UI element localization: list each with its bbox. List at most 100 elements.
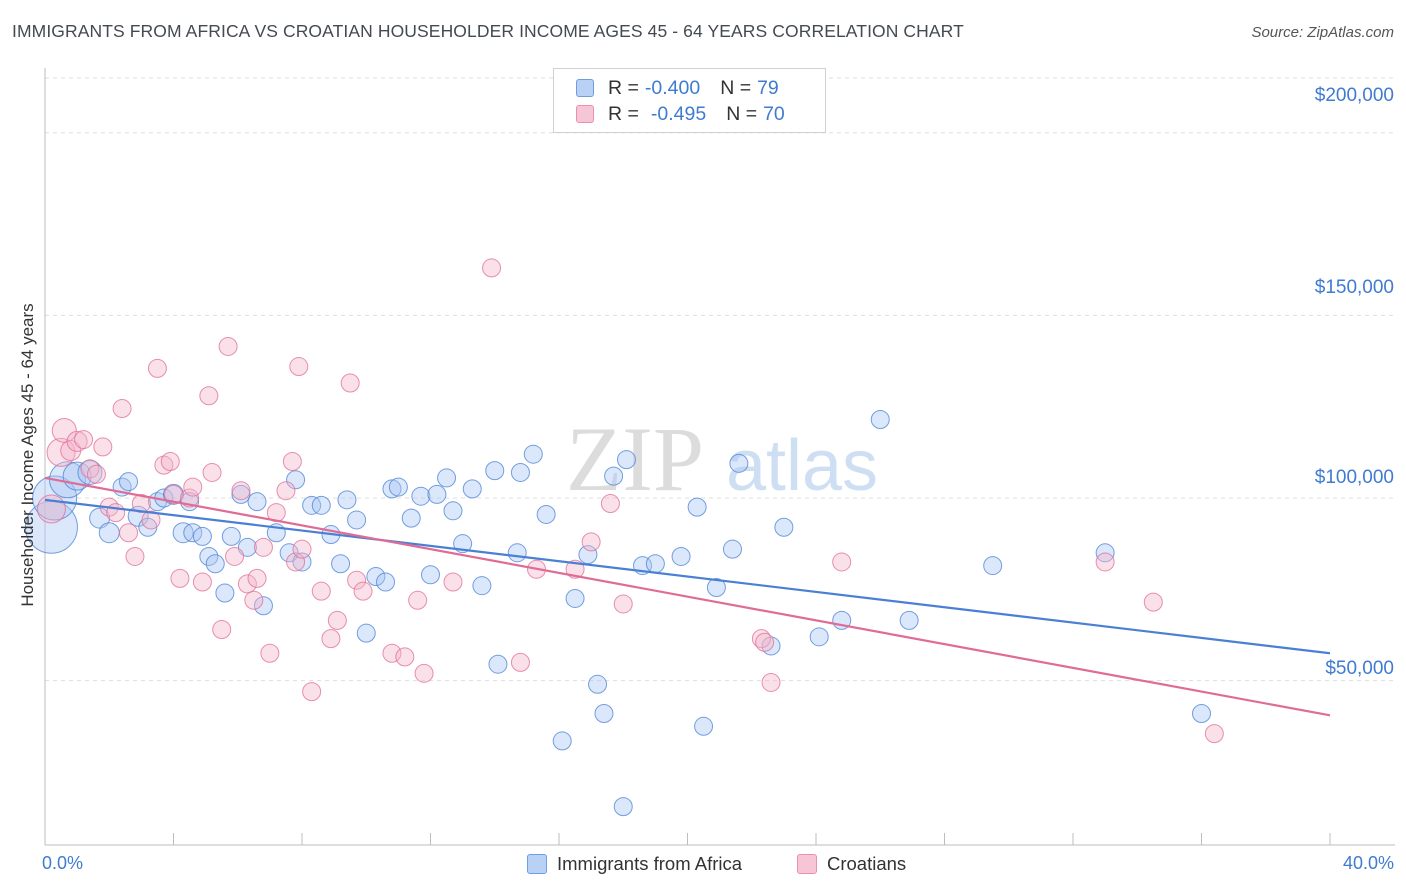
- data-point: [401, 508, 421, 528]
- data-point: [376, 572, 396, 592]
- data-point: [112, 399, 132, 419]
- data-point: [170, 568, 190, 588]
- legend-item-croatians[interactable]: Croatians: [797, 852, 906, 876]
- data-point: [212, 620, 232, 640]
- data-point: [616, 450, 636, 470]
- data-point: [594, 704, 614, 724]
- data-point: [154, 455, 174, 475]
- data-point: [510, 462, 530, 482]
- data-point: [337, 490, 357, 510]
- axes: [44, 68, 1395, 846]
- data-point: [832, 552, 852, 572]
- croatians-swatch-icon: [576, 105, 594, 123]
- y-tick-label: $200,000: [1314, 85, 1394, 106]
- data-point: [321, 629, 341, 649]
- data-point: [1192, 704, 1211, 724]
- data-point: [237, 537, 257, 557]
- data-point: [292, 539, 312, 559]
- data-point: [613, 797, 633, 817]
- data-point: [253, 596, 273, 616]
- data-point: [983, 556, 1003, 576]
- data-point: [388, 477, 408, 497]
- x-tick-label-start: 0.0%: [42, 853, 84, 873]
- data-point: [809, 627, 829, 647]
- n-label: N =: [726, 102, 758, 125]
- data-point: [761, 672, 781, 692]
- n-label: N =: [720, 76, 752, 99]
- data-point: [366, 567, 386, 587]
- data-point: [382, 479, 402, 499]
- data-point: [581, 532, 601, 552]
- legend-item-africa[interactable]: Immigrants from Africa: [527, 852, 742, 876]
- data-point: [353, 581, 373, 601]
- data-point: [645, 554, 665, 574]
- data-point: [311, 495, 331, 515]
- data-point: [106, 503, 126, 523]
- r-label: R =: [608, 102, 639, 125]
- data-point: [899, 610, 919, 630]
- data-point: [253, 537, 273, 557]
- data-point: [600, 494, 620, 514]
- africa-swatch-icon: [576, 79, 594, 97]
- data-point: [356, 623, 376, 643]
- data-point: [437, 468, 457, 488]
- data-point: [247, 492, 267, 512]
- data-point: [588, 674, 608, 694]
- data-point: [192, 526, 212, 546]
- data-point: [774, 517, 794, 537]
- data-point: [565, 588, 585, 608]
- trend-line-africa: [44, 498, 1331, 655]
- data-point: [706, 578, 726, 598]
- data-point: [172, 522, 194, 544]
- croatians-legend-swatch-icon: [797, 854, 817, 874]
- y-tick-label: $50,000: [1325, 658, 1394, 679]
- series-africa-points: [24, 409, 1211, 817]
- data-point: [282, 452, 302, 471]
- data-point: [552, 731, 572, 751]
- data-point: [729, 453, 749, 473]
- data-point: [408, 590, 428, 610]
- trend-lines: [44, 476, 1331, 717]
- data-point: [215, 583, 235, 603]
- data-point: [722, 539, 742, 559]
- data-point: [462, 479, 482, 499]
- stats-row-croatians: R = -0.495 N = 70: [576, 102, 785, 126]
- data-point: [510, 652, 530, 672]
- data-point: [536, 504, 556, 524]
- data-point: [443, 572, 463, 592]
- data-point: [302, 495, 322, 515]
- data-point: [260, 643, 280, 663]
- data-point: [751, 629, 771, 649]
- watermark-atlas: atlas: [726, 426, 878, 506]
- legend-label-africa: Immigrants from Africa: [557, 853, 743, 874]
- data-point: [755, 632, 775, 652]
- n-value: 70: [763, 102, 785, 125]
- data-point: [286, 552, 306, 572]
- data-point: [395, 647, 415, 667]
- data-point: [488, 654, 508, 674]
- data-point: [98, 522, 120, 544]
- data-point: [86, 464, 106, 484]
- data-point: [119, 523, 139, 543]
- data-point: [427, 484, 447, 504]
- series-croatians-points: [36, 258, 1224, 744]
- data-point: [347, 570, 367, 590]
- data-point: [192, 572, 212, 592]
- data-point: [147, 358, 167, 378]
- data-point: [66, 430, 88, 452]
- data-point: [276, 481, 296, 501]
- data-point: [347, 510, 367, 530]
- data-point: [289, 357, 309, 377]
- data-point: [247, 568, 267, 588]
- y-tick-label: $100,000: [1314, 467, 1394, 488]
- data-point: [36, 494, 66, 524]
- data-point: [199, 546, 219, 566]
- africa-legend-swatch-icon: [527, 854, 547, 874]
- data-point: [613, 594, 633, 614]
- data-point: [231, 481, 251, 501]
- x-tick-label-end: 40.0%: [1342, 853, 1394, 873]
- data-point: [311, 581, 331, 601]
- data-point: [199, 386, 219, 406]
- data-point: [119, 472, 139, 492]
